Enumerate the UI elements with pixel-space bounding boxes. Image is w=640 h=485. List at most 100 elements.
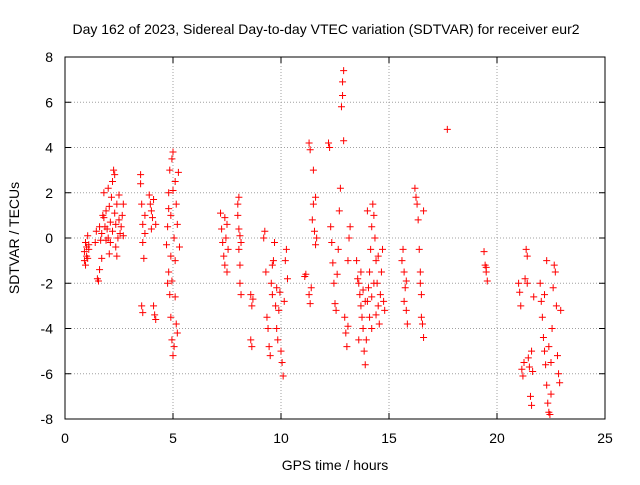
data-point [310, 227, 318, 235]
data-point [139, 239, 147, 247]
data-point [333, 270, 341, 278]
data-point [381, 306, 389, 314]
data-point [103, 225, 111, 233]
data-point [306, 146, 314, 154]
data-point [109, 177, 117, 185]
data-point [550, 261, 558, 269]
data-point [402, 277, 410, 285]
data-point [98, 229, 106, 237]
data-point [526, 392, 534, 400]
data-point [544, 399, 552, 407]
data-point [541, 347, 549, 355]
data-point [148, 214, 156, 222]
data-point [248, 343, 256, 351]
x-tick-label: 20 [489, 430, 505, 446]
data-point [111, 209, 119, 217]
data-point [418, 320, 426, 328]
data-point [164, 223, 172, 231]
data-point [100, 214, 108, 222]
data-point [553, 352, 561, 360]
data-point [165, 189, 173, 197]
data-point [223, 268, 231, 276]
data-point [235, 193, 243, 201]
data-point [368, 293, 376, 301]
data-point [361, 297, 369, 305]
data-point [234, 211, 242, 219]
data-point [115, 216, 123, 224]
data-point [84, 232, 92, 240]
data-point [138, 302, 146, 310]
data-point [82, 261, 90, 269]
data-point [483, 277, 491, 285]
data-point [275, 306, 283, 314]
data-point [326, 144, 334, 151]
data-point [234, 200, 242, 208]
data-point [368, 223, 376, 231]
data-point [375, 320, 383, 328]
data-point [545, 343, 553, 351]
data-point [480, 248, 488, 256]
data-point [420, 207, 428, 215]
data-point [268, 261, 276, 269]
data-point [374, 302, 382, 310]
data-point [357, 268, 365, 276]
x-axis-label: GPS time / hours [282, 457, 389, 473]
data-point [524, 354, 532, 362]
data-point [138, 200, 146, 208]
data-point [360, 347, 368, 355]
data-point [170, 234, 178, 242]
data-point [267, 279, 275, 287]
data-point [109, 227, 117, 235]
data-point [368, 325, 376, 332]
data-point [325, 139, 333, 147]
data-point [91, 239, 99, 247]
y-tick-label: -8 [41, 411, 54, 427]
data-point [370, 279, 378, 287]
data-point [538, 313, 546, 321]
data-point [366, 313, 374, 321]
data-point [168, 336, 176, 344]
data-point [515, 279, 523, 287]
x-tick-label: 5 [169, 430, 177, 446]
data-point [222, 234, 230, 242]
data-point [420, 334, 428, 342]
data-point [345, 234, 353, 242]
data-point [281, 257, 289, 265]
data-point [278, 358, 286, 366]
data-point [237, 239, 245, 247]
data-point [137, 171, 145, 179]
data-point [118, 211, 126, 219]
data-point [552, 302, 560, 310]
data-point [412, 193, 420, 201]
data-point [363, 207, 371, 215]
data-point [549, 284, 557, 292]
data-point [265, 343, 273, 351]
data-point [235, 225, 243, 233]
data-point [536, 279, 544, 287]
data-point [106, 218, 114, 226]
data-point [354, 275, 362, 283]
data-point [362, 336, 370, 344]
data-point [340, 67, 348, 75]
data-point [223, 220, 231, 228]
data-point [346, 223, 354, 231]
data-point [328, 239, 336, 247]
data-point [169, 186, 177, 194]
data-point [517, 302, 525, 310]
data-point [377, 268, 385, 276]
data-point [168, 155, 176, 163]
data-point [104, 234, 112, 242]
data-point [80, 248, 88, 256]
data-point [372, 257, 380, 265]
data-point [236, 261, 244, 269]
data-point [537, 297, 545, 305]
data-point [166, 166, 174, 174]
data-point [370, 211, 378, 219]
data-point [400, 268, 408, 276]
data-point [353, 257, 361, 265]
data-point [542, 361, 550, 369]
data-point [332, 306, 340, 314]
data-point [528, 347, 536, 355]
data-point [137, 180, 145, 188]
